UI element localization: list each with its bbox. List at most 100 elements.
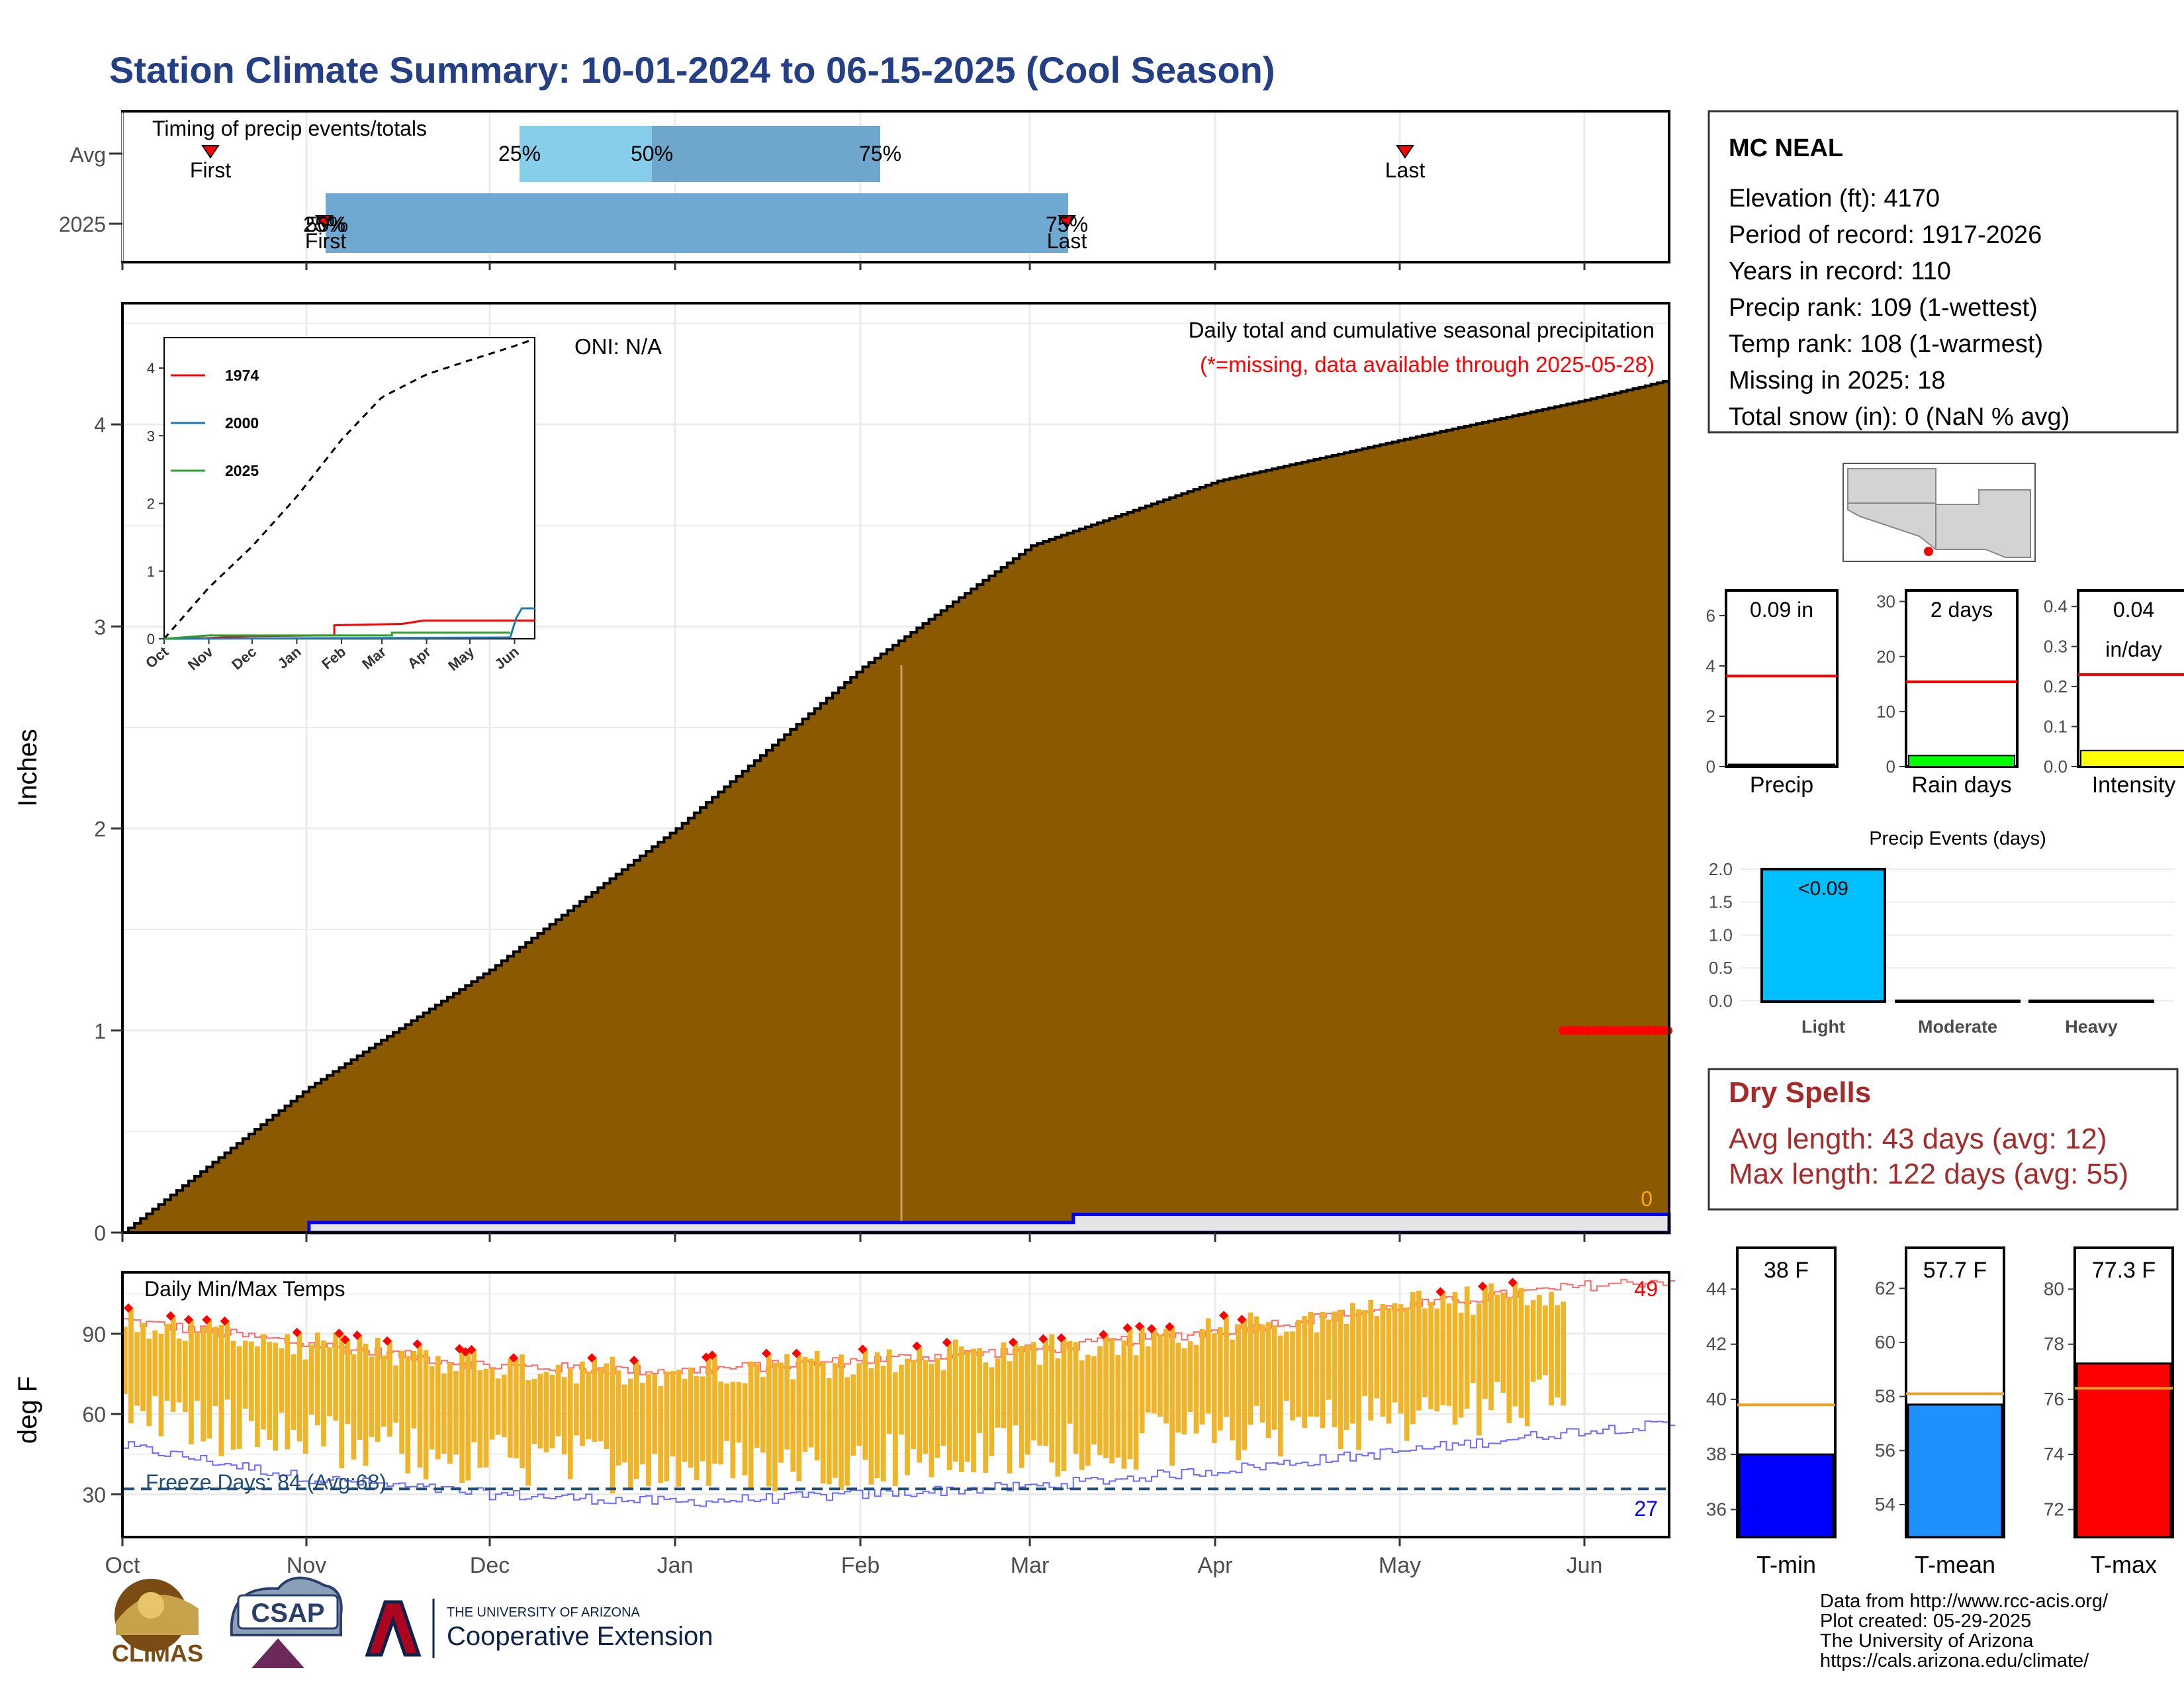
temp-daily-bar <box>1506 1297 1512 1423</box>
station-info-box: MC NEAL Elevation (ft): 4170 Period of rec… <box>1707 110 2179 434</box>
logos: CLIMAS CSAP THE UNIVERSITY OF ARIZONA Coope… <box>112 1576 713 1668</box>
temp-daily-bar <box>267 1341 272 1440</box>
temp-daily-bar <box>1169 1327 1175 1466</box>
temp-daily-bar <box>1356 1309 1361 1450</box>
temp-summary-value: 38 F <box>1764 1258 1809 1283</box>
temp-daily-bar <box>146 1338 152 1427</box>
temp-daily-bar <box>880 1366 886 1482</box>
temp-summary-ytick: 56 <box>1875 1440 1895 1460</box>
temp-daily-bar <box>983 1362 989 1474</box>
temp-daily-bar <box>483 1368 489 1468</box>
hot-day-marker <box>1219 1311 1229 1321</box>
temp-daily-bar <box>1013 1342 1019 1426</box>
temp-daily-bar <box>1477 1303 1482 1436</box>
mini-bar-label: Precip <box>1750 773 1813 798</box>
avg-last-marker <box>1396 145 1414 159</box>
temp-daily-bar <box>1067 1340 1073 1424</box>
avg-q25-q50-bar <box>520 126 652 182</box>
precip-frame <box>121 302 1670 1234</box>
temp-daily-bar <box>375 1337 381 1442</box>
mini-bar-ytick: 0 <box>1886 757 1895 776</box>
temp-daily-bar <box>886 1349 892 1434</box>
temp-daily-bar <box>977 1348 982 1433</box>
credit-line: https://cals.arizona.edu/climate/ <box>1820 1650 2089 1671</box>
university-of-arizona-logo: THE UNIVERSITY OF ARIZONA Cooperative Ext… <box>365 1599 713 1658</box>
temp-daily-bar <box>736 1382 742 1443</box>
temp-daily-bar <box>1121 1340 1127 1469</box>
temp-daily-bar <box>1410 1291 1416 1425</box>
temp-daily-bar <box>1512 1282 1518 1407</box>
mini-bar-ytick: 0 <box>1706 757 1715 776</box>
precip-caption: Daily total and cumulative seasonal prec… <box>1189 318 1655 342</box>
mini-bar-frame <box>1725 589 1839 768</box>
month-label: Dec <box>470 1553 510 1578</box>
temp-daily-bar <box>627 1378 633 1489</box>
temp-daily-bar <box>934 1358 940 1458</box>
hot-day-marker <box>858 1344 868 1354</box>
events-ytick: 1.5 <box>1709 892 1733 912</box>
temp-summary-label: T-min <box>1756 1551 1816 1578</box>
temp-daily-bar <box>796 1353 802 1481</box>
temp-daily-bar <box>1446 1303 1452 1406</box>
temp-daily-bar <box>911 1360 916 1450</box>
precip-ytick: 0 <box>94 1221 106 1245</box>
temp-ytick: 60 <box>82 1403 106 1427</box>
temp-daily-bar <box>1530 1300 1536 1382</box>
mini-bar-label: Intensity <box>2092 773 2176 798</box>
temp-daily-bar <box>1362 1310 1367 1397</box>
temp-daily-bar <box>1193 1344 1199 1434</box>
month-label: Apr <box>1198 1553 1233 1578</box>
temp-daily-bar <box>688 1367 694 1468</box>
temp-daily-bar <box>1543 1305 1548 1376</box>
inset-legend-label: 1974 <box>225 367 259 384</box>
events-bar <box>1895 1000 2021 1003</box>
month-label: Jan <box>657 1553 694 1578</box>
temp-daily-bar <box>255 1346 260 1448</box>
temp-daily-bar <box>1025 1345 1030 1455</box>
mini-bar-ytick: 0.3 <box>2044 637 2068 657</box>
y2025-q75-label: 75% <box>1046 212 1088 236</box>
missing-note: (*=missing, data available through 2025-… <box>1200 352 1655 377</box>
mini-bar-ytick: 6 <box>1706 606 1715 626</box>
dry-spells-box: Dry Spells Avg length: 43 days (avg: 12)M… <box>1707 1068 2179 1211</box>
page-title: Station Climate Summary: 10-01-2024 to 0… <box>109 49 1275 91</box>
temp-daily-bar <box>958 1346 964 1473</box>
inset-legend-label: 2025 <box>225 462 259 479</box>
month-label: Mar <box>1011 1553 1050 1578</box>
temp-daily-bar <box>1277 1335 1283 1457</box>
temp-daily-bar <box>820 1362 826 1484</box>
csap-label-box <box>237 1594 339 1630</box>
temp-daily-bar <box>520 1354 525 1469</box>
temp-daily-bar <box>236 1346 242 1449</box>
temp-daily-bar <box>242 1340 248 1409</box>
credit-line: Plot created: 05-29-2025 <box>1820 1611 2031 1632</box>
temp-summary-label: T-max <box>2091 1551 2157 1578</box>
hot-day-marker <box>1146 1324 1157 1334</box>
temp-summary-ytick: 76 <box>2044 1389 2064 1409</box>
timing-label: Timing of precip events/totals <box>152 117 427 140</box>
temp-daily-bar <box>633 1360 639 1479</box>
temp-daily-bar <box>868 1368 874 1485</box>
mini-bar-ytick: 10 <box>1876 702 1895 722</box>
temp-daily-bar <box>561 1377 567 1455</box>
temp-daily-bar <box>543 1372 549 1453</box>
station-line: Years in record: 110 <box>1729 258 1951 285</box>
temp-daily-bar <box>700 1376 705 1462</box>
temp-daily-bar <box>604 1363 610 1450</box>
temp-panel: Daily Min/Max Temps Freeze Days: 84 (Avg:… <box>13 1271 1676 1578</box>
station-line: Precip rank: 109 (1-wettest) <box>1729 294 2038 322</box>
temp-daily-bar <box>1452 1291 1458 1425</box>
temp-daily-bar <box>152 1330 158 1397</box>
temp-daily-bar <box>507 1358 513 1458</box>
temp-daily-bar <box>369 1356 375 1437</box>
temp-daily-bar <box>459 1348 465 1483</box>
temp-daily-bar <box>1561 1301 1567 1406</box>
events-category-label: Heavy <box>2065 1017 2118 1037</box>
temp-summary-ytick: 74 <box>2044 1444 2064 1464</box>
hot-day-marker <box>1056 1333 1066 1343</box>
temp-daily-bar <box>1518 1288 1524 1418</box>
temp-daily-bar <box>754 1364 760 1448</box>
temp-daily-bar <box>1555 1305 1560 1398</box>
mini-bar-ytick: 0.2 <box>2044 677 2068 696</box>
